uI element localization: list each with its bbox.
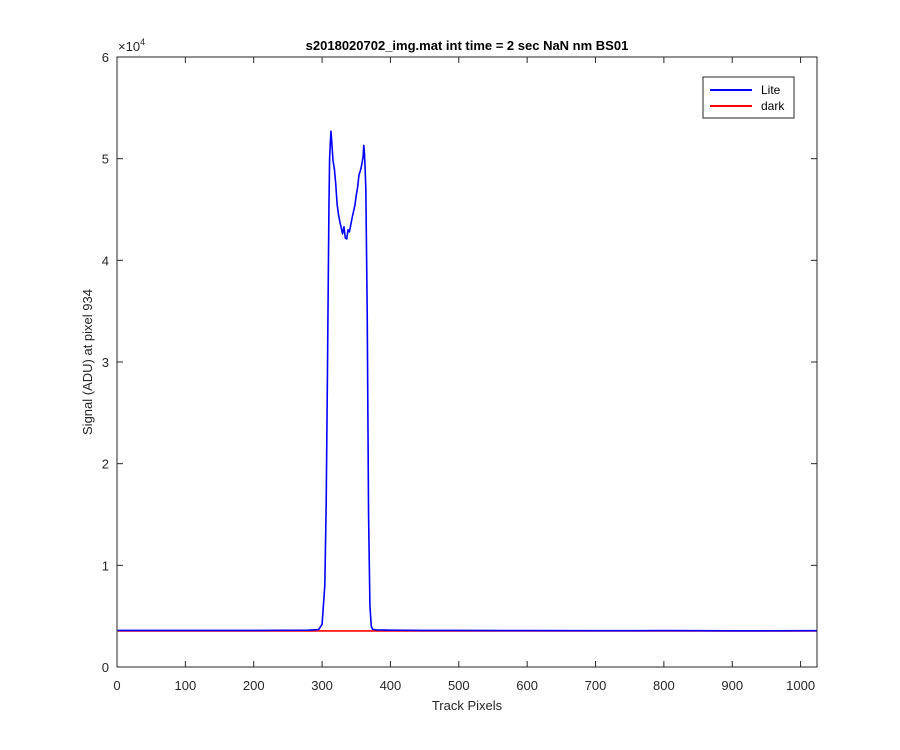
y-tick-label: 5	[102, 152, 109, 167]
x-tick-label: 800	[653, 678, 675, 693]
x-tick-label: 500	[448, 678, 470, 693]
x-tick-label: 700	[585, 678, 607, 693]
y-tick-label: 4	[102, 253, 109, 268]
legend: Lite dark	[702, 76, 795, 119]
y-exponent-base: ×10	[118, 39, 140, 54]
x-tick-label: 600	[516, 678, 538, 693]
x-tick-label: 300	[311, 678, 333, 693]
y-tick-label: 3	[102, 355, 109, 370]
y-tick-label: 1	[102, 558, 109, 573]
x-tick-label: 200	[243, 678, 265, 693]
y-tick-label: 6	[102, 50, 109, 65]
y-tick-label: 0	[102, 660, 109, 675]
x-tick-label: 100	[175, 678, 197, 693]
plot-area	[117, 57, 817, 667]
y-axis-label: Signal (ADU) at pixel 934	[80, 289, 95, 435]
legend-label-dark: dark	[761, 99, 785, 113]
y-exponent-power: 4	[140, 37, 145, 47]
x-tick-label: 400	[380, 678, 402, 693]
series-line-lite	[117, 130, 818, 632]
x-tick-label: 900	[721, 678, 743, 693]
x-tick-label: 1000	[786, 678, 815, 693]
legend-box	[702, 76, 795, 119]
x-tick-label: 0	[113, 678, 120, 693]
tick-layer: 0 100 200 300 400 500 600 700 800 900 1000 0 1 2 3 4 5 6	[102, 50, 817, 693]
y-tick-label: 2	[102, 457, 109, 472]
series-layer	[117, 130, 818, 632]
y-exponent-label: ×104	[118, 37, 145, 54]
x-axis-label: Track Pixels	[432, 698, 503, 713]
legend-label-lite: Lite	[761, 83, 781, 97]
chart-title: s2018020702_img.mat int time = 2 sec NaN…	[306, 38, 629, 53]
